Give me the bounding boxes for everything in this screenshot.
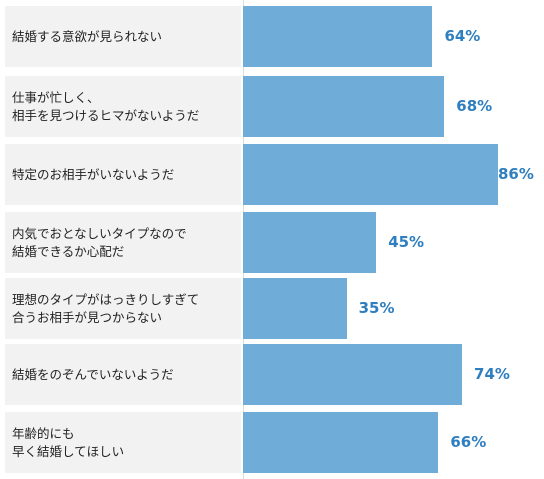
value-label: 86% [498,164,534,183]
category-label-line: 年齢的にも [12,425,75,441]
value-label: 35% [358,298,395,317]
category-label-line: 合うお相手が見つからない [12,309,163,325]
category-label-line: 理想のタイプがはっきりしすぎて [12,291,200,307]
category-label: 特定のお相手がいないようだ [5,144,241,205]
bar [243,344,463,405]
bar [243,278,347,339]
value-label: 64% [444,26,481,45]
category-label-line: 内気でおとなしいタイプなので [12,225,187,241]
value-label: 74% [474,364,510,383]
category-label-line: 結婚できるか心配だ [12,243,125,259]
category-label: 仕事が忙しく、相手を見つけるヒマがないようだ [5,76,241,137]
bar [243,212,377,273]
bar [243,412,439,473]
category-label-line: 早く結婚してほしい [12,443,125,459]
bar [243,144,498,205]
bar [243,6,433,67]
category-label: 結婚する意欲が見られない [5,6,241,67]
category-label: 結婚をのぞんでいないようだ [5,344,241,405]
category-label: 年齢的にも早く結婚してほしい [5,412,241,473]
category-label-line: 結婚をのぞんでいないようだ [12,366,174,382]
value-label: 68% [456,96,493,115]
category-label-line: 仕事が忙しく、 [12,89,100,105]
category-label-line: 結婚する意欲が見られない [12,28,163,44]
value-label: 66% [450,432,487,451]
category-label: 内気でおとなしいタイプなので 結婚できるか心配だ [5,212,241,273]
category-label-line: 特定のお相手がいないようだ [12,166,175,182]
category-label-line: 相手を見つけるヒマがないようだ [12,107,200,123]
value-label: 45% [388,232,425,251]
category-label: 理想のタイプがはっきりしすぎて 合うお相手が見つからない [5,278,241,339]
bar [243,76,445,137]
